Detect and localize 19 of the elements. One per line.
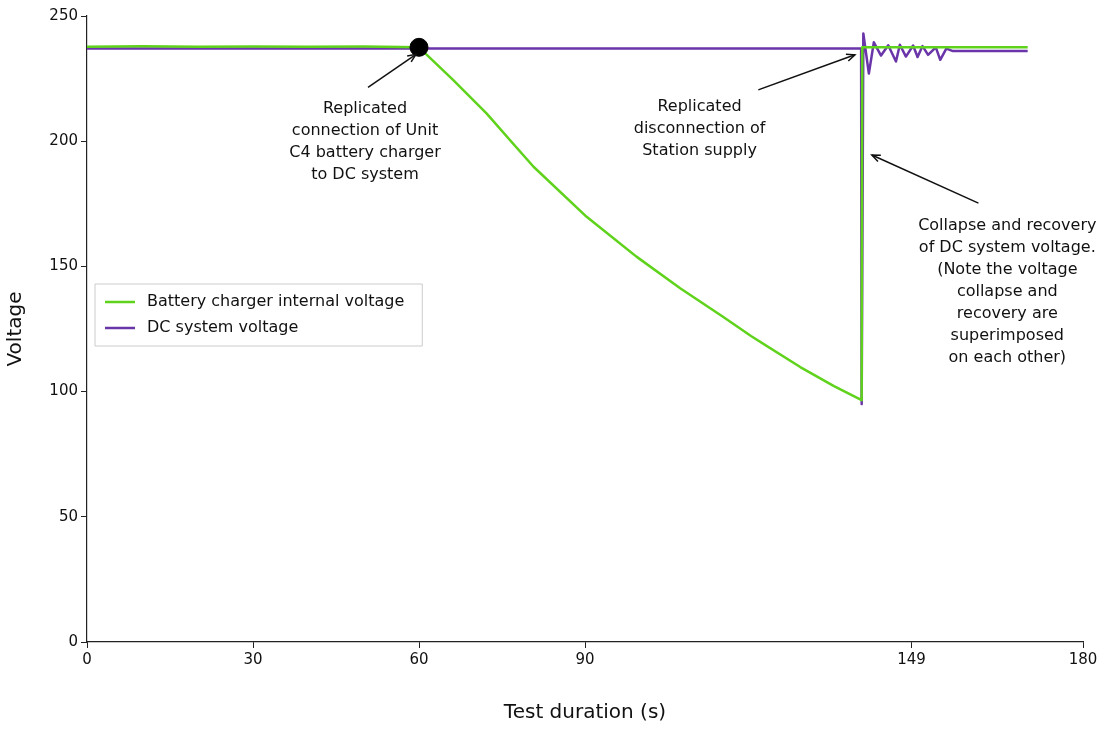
x-tick-label: 0 — [82, 649, 92, 668]
annotation: Replicated disconnection of Station supply — [633, 95, 766, 159]
x-tick-label: 180 — [1068, 649, 1098, 668]
y-tick-label: 200 — [49, 131, 78, 150]
x-axis-title: Test duration (s) — [502, 699, 667, 724]
y-tick-label: 50 — [58, 506, 78, 525]
x-tick-label: 60 — [409, 649, 429, 668]
legend-label: Battery charger internal voltage — [147, 291, 405, 311]
legend-label: DC system voltage — [147, 317, 299, 337]
annotation: Replicated connection of Unit C4 battery charger to DC system — [289, 98, 442, 184]
x-tick-label: 90 — [575, 649, 595, 668]
x-tick-label: 30 — [243, 649, 263, 668]
y-tick-label: 250 — [49, 5, 78, 24]
y-tick-label: 100 — [49, 381, 78, 400]
annotation: Collapse and recovery of DC system voltage. (Note the voltage collapse and recovery are superimposed on each other) — [918, 214, 1097, 366]
y-axis-title: Voltage — [2, 291, 27, 367]
y-tick-label: 0 — [68, 631, 78, 650]
y-tick-label: 150 — [49, 256, 78, 275]
x-tick-label: 149 — [897, 649, 926, 668]
